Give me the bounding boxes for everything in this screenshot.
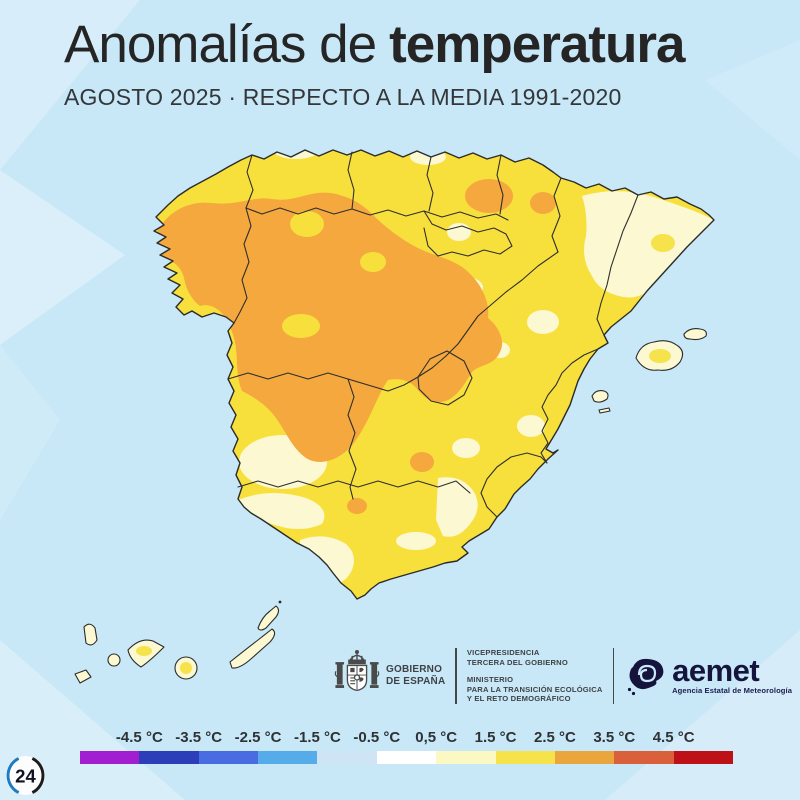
legend-bar [80, 751, 733, 764]
gobierno-line2: DE ESPAÑA [386, 676, 446, 687]
legend-color-segment [554, 751, 615, 764]
footer-logos: GOBIERNO DE ESPAÑA VICEPRESIDENCIA TERCE… [334, 644, 792, 708]
ministerio-line3: Y EL RETO DEMOGRÁFICO [466, 694, 571, 704]
page-title: Anomalías de temperatura [64, 15, 764, 74]
gobierno-line1: GOBIERNO [386, 664, 443, 675]
title-bold: temperatura [389, 15, 685, 74]
legend-color-segment [258, 751, 318, 764]
legend-color-segment [198, 751, 259, 764]
footer-divider-1 [455, 648, 457, 704]
legend-tick-label: -4.5 °C [115, 729, 163, 746]
legend-color-segment [495, 751, 555, 764]
gobierno-label: GOBIERNO DE ESPAÑA [386, 664, 445, 688]
legend-tick-label: 0,5 °C [415, 729, 458, 746]
aemet-name: aemet [672, 653, 760, 688]
subtitle: AGOSTO 2025 · RESPECTO A LA MEDIA 1991-2… [64, 84, 622, 111]
aemet-logo: aemet Agencia Estatal de Meteorología [626, 653, 793, 696]
legend-color-segment [80, 751, 140, 764]
legend-color-segment [139, 751, 199, 764]
title-regular: Anomalías de [64, 15, 377, 74]
aemet-swirl-icon [627, 658, 664, 696]
legend-tick-label: -2.5 °C [234, 729, 282, 746]
ministerio-line1: MINISTERIO [466, 675, 514, 685]
legend-labels: -4.5 °C -3.5 °C -2.5 °C -1.5 °C -0.5 °C 0,5 °… [80, 729, 733, 748]
legend-tick-label: -0.5 °C [353, 729, 401, 746]
legend-tick-label: -1.5 °C [294, 729, 341, 746]
aemet-tagline: Agencia Estatal de Meteorología [672, 686, 793, 695]
legend-color-segment [317, 751, 377, 764]
legend-tick-label: 4.5 °C [652, 729, 695, 746]
ministry-block: VICEPRESIDENCIA TERCERA DEL GOBIERNO MIN… [467, 648, 603, 704]
anomaly-legend: -4.5 °C -3.5 °C -2.5 °C -1.5 °C -0.5 °C 0,5 °… [80, 729, 733, 764]
legend-tick-label: 2.5 °C [533, 729, 576, 746]
legend-color-segment [376, 751, 437, 764]
legend-tick-label: 3.5 °C [593, 729, 636, 746]
watermark-number: 24 [15, 765, 36, 786]
legend-tick-label: 1.5 °C [474, 729, 517, 746]
vicepresidencia-line1: VICEPRESIDENCIA [466, 648, 540, 658]
legend-tick-label: -3.5 °C [175, 729, 223, 746]
vicepresidencia-line2: TERCERA DEL GOBIERNO [466, 657, 568, 667]
header: Anomalías de temperatura AGOSTO 2025 · R… [64, 15, 764, 111]
news-24-watermark: 24 [5, 755, 46, 796]
spain-coat-of-arms-icon [334, 650, 380, 692]
legend-color-segment [436, 751, 496, 764]
legend-color-segment [673, 751, 733, 764]
footer-divider-2 [612, 648, 615, 704]
legend-color-segment [614, 751, 674, 764]
ministerio-line2: PARA LA TRANSICIÓN ECOLÓGICA [466, 684, 603, 694]
